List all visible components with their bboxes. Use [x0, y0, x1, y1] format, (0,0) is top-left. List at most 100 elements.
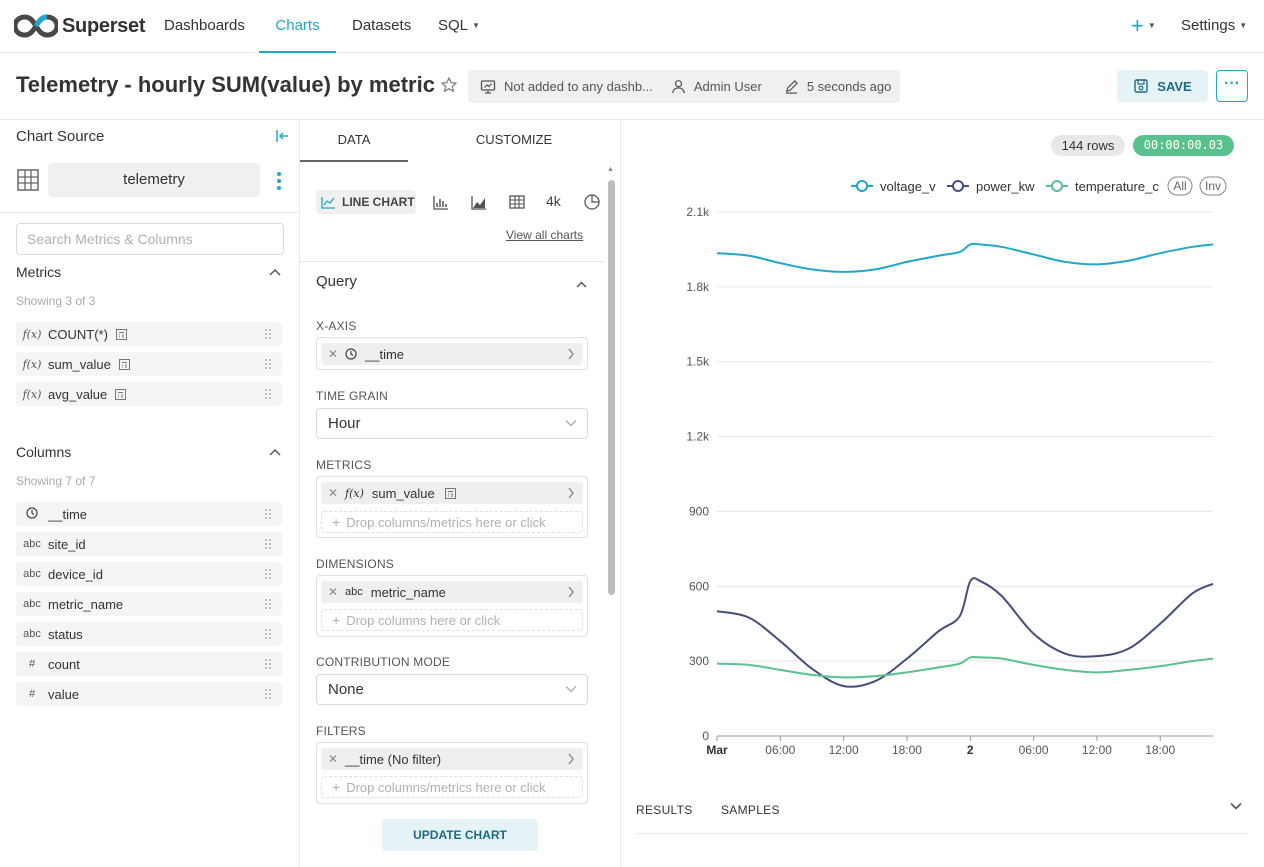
- settings-menu[interactable]: Settings ▼: [1181, 0, 1247, 53]
- owner[interactable]: Admin User: [671, 79, 762, 94]
- viz-type-line-chart[interactable]: LINE CHART: [316, 190, 416, 214]
- drag-handle-icon[interactable]: [264, 358, 272, 370]
- series-line-voltage_v[interactable]: [716, 242, 1214, 273]
- legend-marker[interactable]: [1051, 180, 1063, 192]
- area-chart-icon[interactable]: [470, 193, 488, 211]
- collapse-panel-icon[interactable]: [274, 128, 290, 144]
- dashboards-status[interactable]: Not added to any dashb...: [480, 79, 653, 95]
- series-line-temperature_c[interactable]: [716, 655, 1214, 679]
- x-tick-label: 2: [967, 743, 974, 757]
- metric-value-pill[interactable]: ✕ f(x) sum_value: [321, 482, 583, 504]
- columns-section-title[interactable]: Columns: [16, 444, 72, 460]
- dimension-value-pill[interactable]: ✕ abc metric_name: [321, 581, 583, 603]
- nav-dashboards[interactable]: Dashboards: [164, 17, 245, 34]
- x-axis-control: ✕ __time: [316, 337, 588, 370]
- column-item[interactable]: abc status: [16, 622, 282, 646]
- chevron-right-icon: [568, 348, 574, 360]
- dimensions-drop-zone[interactable]: + Drop columns here or click: [321, 609, 583, 631]
- query-section-title[interactable]: Query: [316, 273, 357, 290]
- legend-label[interactable]: voltage_v: [880, 179, 936, 194]
- chevron-down-icon: [565, 420, 577, 427]
- big-number-icon[interactable]: 4k: [546, 193, 561, 209]
- nav-sql[interactable]: SQL ▼: [438, 0, 480, 53]
- legend-label[interactable]: power_kw: [976, 179, 1035, 194]
- chevron-up-icon[interactable]: [575, 280, 588, 289]
- star-icon[interactable]: [440, 76, 458, 94]
- chevron-up-icon[interactable]: [268, 267, 282, 277]
- y-tick-label: 0: [702, 729, 709, 743]
- chevron-down-icon[interactable]: [1229, 801, 1243, 811]
- x-axis-value-pill[interactable]: ✕ __time: [321, 343, 583, 365]
- filter-value-pill[interactable]: ✕ __time (No filter): [321, 748, 583, 770]
- metric-item[interactable]: f(x) avg_value: [16, 382, 282, 406]
- metric-item[interactable]: f(x) sum_value: [16, 352, 282, 376]
- dataset-menu-icon[interactable]: [272, 170, 286, 192]
- y-tick-label: 2.1k: [686, 205, 710, 219]
- view-all-charts-link[interactable]: View all charts: [506, 228, 584, 242]
- controls-scrollbar[interactable]: [608, 180, 615, 595]
- metric-name: COUNT(*): [48, 326, 108, 342]
- column-item[interactable]: # count: [16, 652, 282, 676]
- drag-handle-icon[interactable]: [264, 688, 272, 700]
- nav-datasets[interactable]: Datasets: [352, 17, 412, 34]
- time-grain-select[interactable]: Hour: [316, 408, 588, 439]
- column-item[interactable]: # value: [16, 682, 282, 706]
- search-metrics-input[interactable]: [16, 223, 284, 255]
- legend-marker[interactable]: [856, 180, 868, 192]
- scroll-up-icon[interactable]: ▲: [607, 166, 614, 173]
- chart-title[interactable]: Telemetry - hourly SUM(value) by metric: [16, 72, 435, 97]
- legend-marker[interactable]: [952, 180, 964, 192]
- dataset-selector[interactable]: telemetry: [48, 163, 260, 197]
- pie-chart-icon[interactable]: [583, 193, 601, 211]
- legend-inv-button[interactable]: [1199, 176, 1227, 196]
- legend-label[interactable]: temperature_c: [1075, 179, 1159, 194]
- more-actions-button[interactable]: ···: [1216, 70, 1248, 102]
- drag-handle-icon[interactable]: [264, 658, 272, 670]
- bar-chart-icon[interactable]: [432, 193, 450, 211]
- column-item[interactable]: abc site_id: [16, 532, 282, 556]
- table-chart-icon[interactable]: [508, 193, 526, 211]
- last-modified[interactable]: 5 seconds ago: [784, 79, 891, 94]
- drag-handle-icon[interactable]: [264, 388, 272, 400]
- function-icon: f(x): [22, 357, 42, 371]
- tab-results[interactable]: RESULTS: [636, 803, 693, 817]
- column-item[interactable]: abc metric_name: [16, 592, 282, 616]
- metric-item[interactable]: f(x) COUNT(*): [16, 322, 282, 346]
- drag-handle-icon[interactable]: [264, 598, 272, 610]
- legend-all-button[interactable]: [1167, 176, 1193, 196]
- y-tick-label: 900: [689, 504, 709, 518]
- dashboard-icon: [480, 79, 496, 94]
- metrics-drop-zone[interactable]: + Drop columns/metrics here or click: [321, 511, 583, 533]
- new-menu[interactable]: + ▼: [1131, 0, 1156, 53]
- drag-handle-icon[interactable]: [264, 568, 272, 580]
- remove-icon[interactable]: ✕: [327, 752, 339, 766]
- numeric-type-icon: #: [28, 658, 36, 670]
- drag-handle-icon[interactable]: [264, 628, 272, 640]
- superset-logo[interactable]: Superset: [14, 12, 145, 40]
- plus-icon: +: [1131, 13, 1144, 39]
- contribution-mode-select[interactable]: None: [316, 674, 588, 705]
- column-item[interactable]: abc device_id: [16, 562, 282, 586]
- drag-handle-icon[interactable]: [264, 538, 272, 550]
- remove-icon[interactable]: ✕: [327, 486, 339, 500]
- remove-icon[interactable]: ✕: [327, 347, 339, 361]
- chevron-up-icon[interactable]: [268, 447, 282, 457]
- column-item[interactable]: __time: [16, 502, 282, 526]
- update-chart-button[interactable]: UPDATE CHART: [382, 819, 538, 851]
- series-line-power_kw[interactable]: [716, 577, 1214, 688]
- drag-handle-icon[interactable]: [264, 328, 272, 340]
- x-tick-label: Mar: [706, 743, 728, 757]
- metrics-label: METRICS: [316, 458, 372, 472]
- save-button[interactable]: SAVE: [1117, 70, 1208, 102]
- tab-customize[interactable]: CUSTOMIZE: [475, 132, 553, 147]
- nav-sql-label: SQL: [438, 17, 469, 34]
- remove-icon[interactable]: ✕: [327, 585, 339, 599]
- nav-charts[interactable]: Charts: [259, 0, 336, 53]
- column-name: value: [48, 686, 80, 702]
- user-icon: [672, 80, 685, 94]
- metrics-section-title[interactable]: Metrics: [16, 264, 62, 280]
- filters-drop-zone[interactable]: + Drop columns/metrics here or click: [321, 776, 583, 798]
- drag-handle-icon[interactable]: [264, 508, 272, 520]
- tab-data[interactable]: DATA: [300, 120, 408, 162]
- tab-samples[interactable]: SAMPLES: [721, 803, 780, 817]
